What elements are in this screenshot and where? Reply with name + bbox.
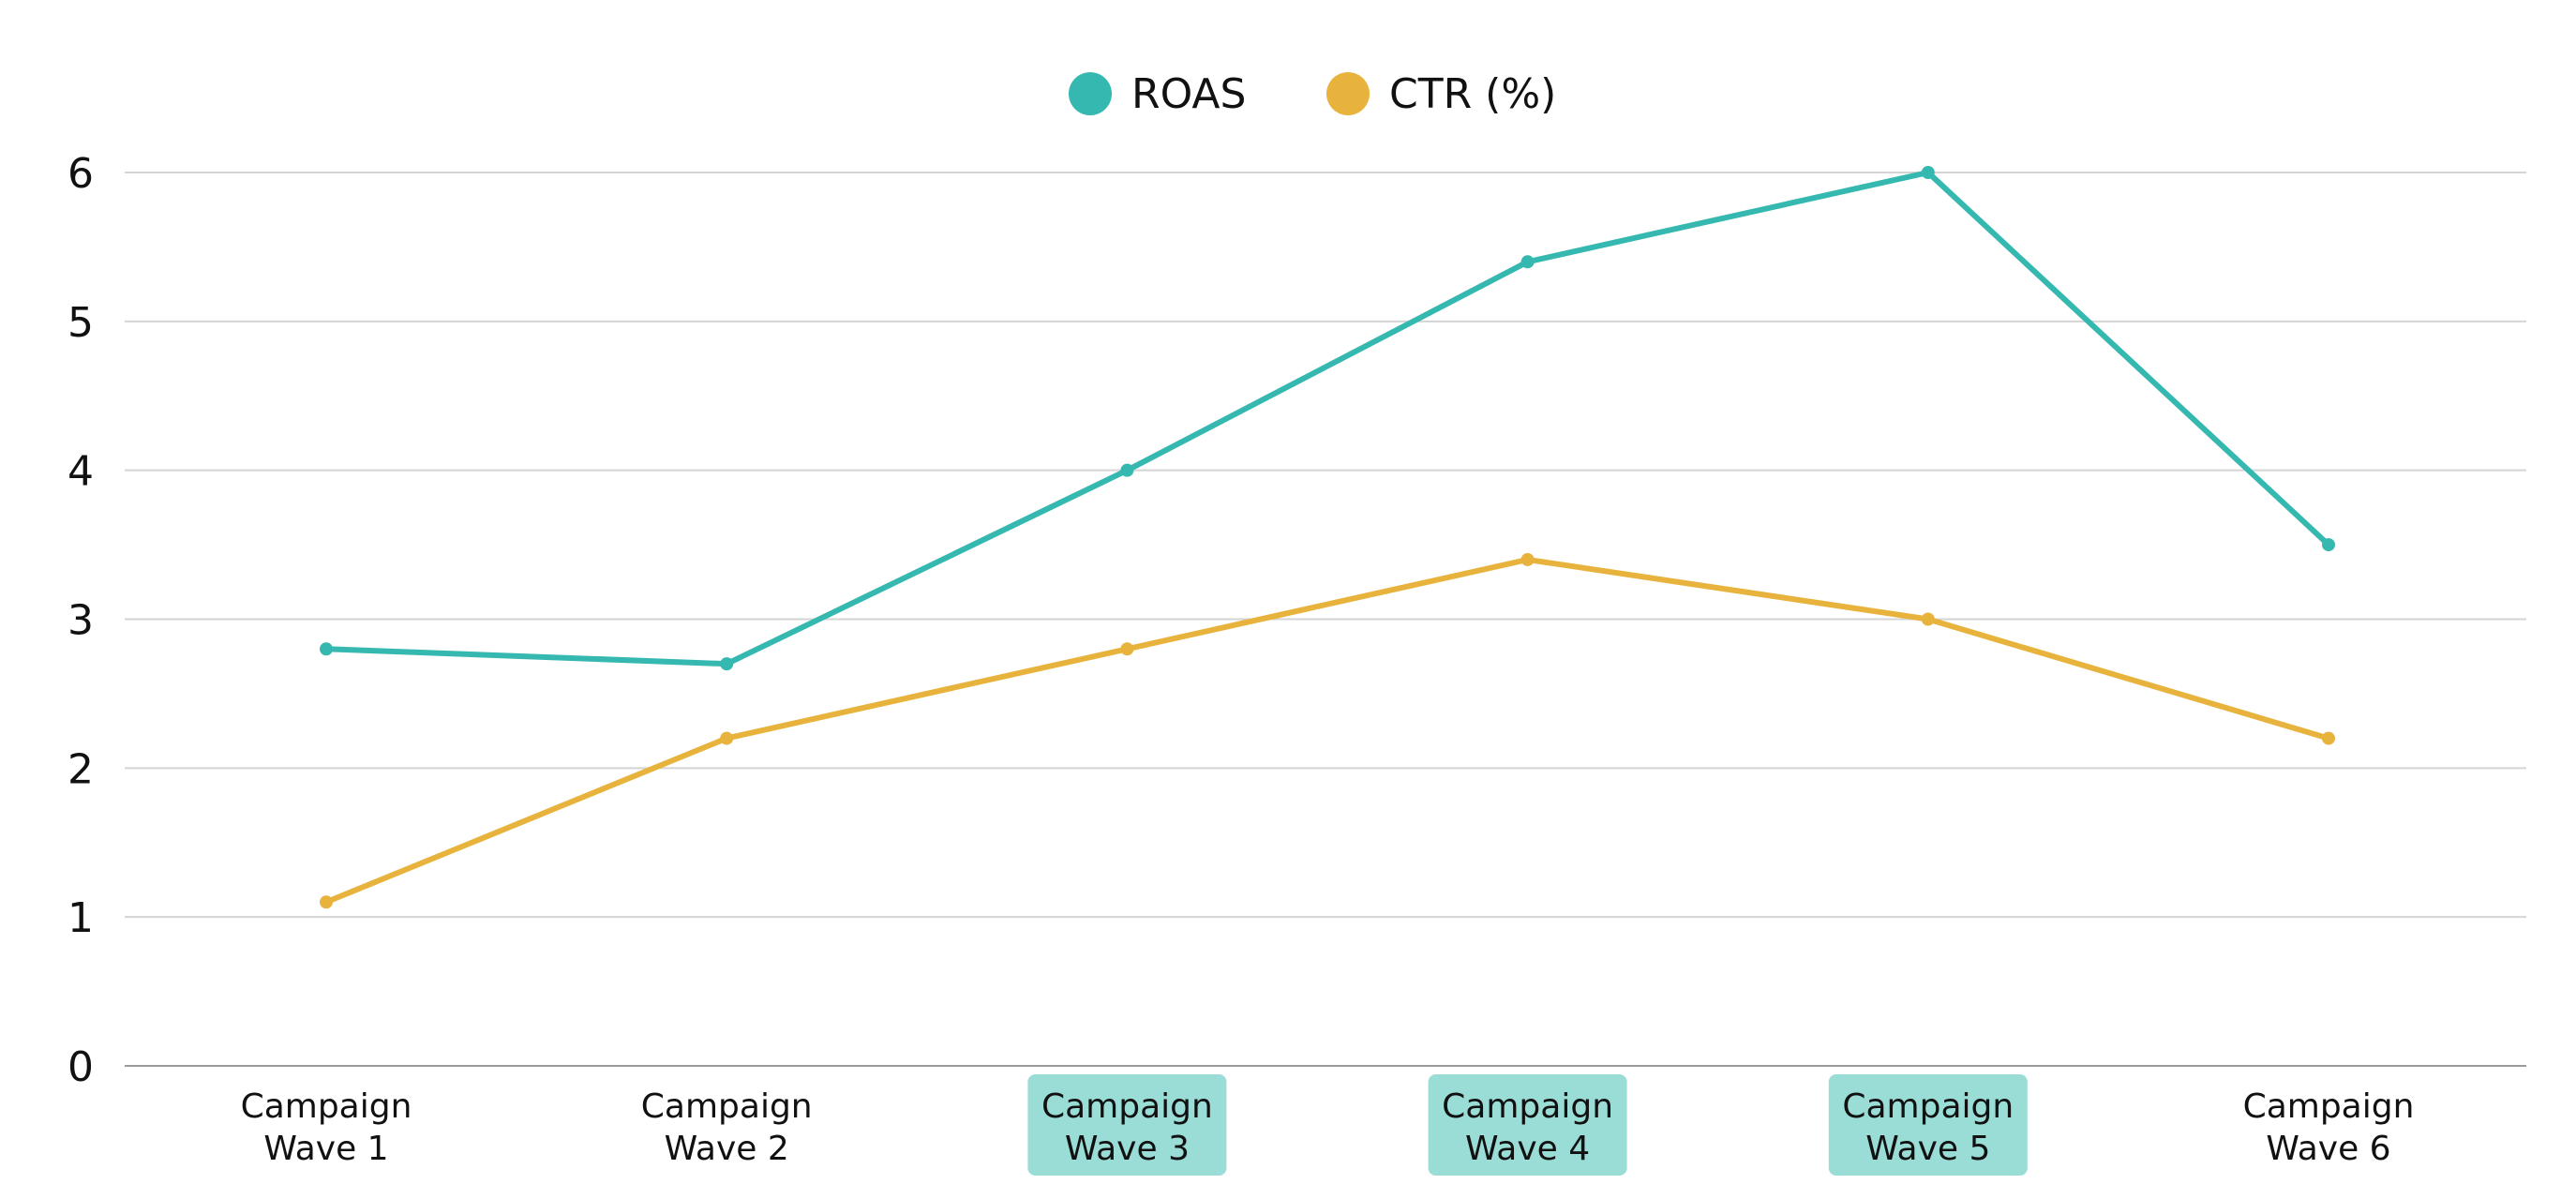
legend-item: ROAS: [1069, 70, 1246, 118]
legend-label: ROAS: [1131, 70, 1246, 118]
data-point: [720, 657, 734, 671]
data-point: [320, 642, 333, 656]
category-highlight-box: [1828, 1074, 2028, 1176]
y-tick-label: 6: [67, 150, 94, 198]
category-highlight-box: [1027, 1074, 1227, 1176]
data-point: [320, 895, 333, 909]
data-point: [1120, 463, 1134, 477]
data-point: [720, 731, 734, 745]
data-point: [1520, 552, 1535, 566]
x-tick-label: Campaign: [1842, 1087, 2014, 1126]
y-tick-label: 3: [67, 597, 94, 645]
data-point: [2322, 731, 2335, 745]
series-lines: [320, 166, 2335, 909]
y-tick-label: 5: [67, 299, 94, 347]
x-tick-label: Campaign: [2243, 1087, 2415, 1126]
x-tick-label: Wave 6: [2266, 1130, 2390, 1168]
data-point: [2322, 538, 2335, 552]
x-axis: Campaign Wave 1 Campaign Wave 2 Campaign Wave…: [241, 1087, 2415, 1168]
series-line: [323, 556, 2331, 906]
data-point: [1520, 255, 1535, 269]
legend-marker: [1326, 72, 1370, 115]
x-tick-label: Campaign: [241, 1087, 412, 1126]
data-point: [1921, 166, 1935, 179]
y-tick-label: 4: [67, 448, 94, 496]
series-ctr: [320, 552, 2335, 909]
y-axis: 0 1 2 3 4 5 6: [67, 150, 94, 1091]
series-roas: [320, 166, 2335, 671]
data-point: [1120, 642, 1134, 656]
x-tick-label: Campaign: [641, 1087, 813, 1126]
y-tick-label: 2: [67, 745, 94, 793]
category-highlight-box: [1428, 1074, 1627, 1176]
x-tick-label: Wave 3: [1065, 1130, 1190, 1168]
x-tick-label: Campaign: [1041, 1087, 1213, 1126]
gridlines: [125, 172, 2526, 1067]
legend-label: CTR (%): [1389, 70, 1556, 118]
x-tick-label: Campaign: [1442, 1087, 1613, 1126]
legend-marker: [1069, 72, 1112, 115]
data-point: [1921, 612, 1935, 626]
legend-item: CTR (%): [1326, 70, 1556, 118]
x-tick-label: Wave 2: [665, 1130, 789, 1168]
legend: ROAS CTR (%): [1069, 70, 1556, 118]
x-tick-label: Wave 4: [1465, 1130, 1590, 1168]
category-highlights: [1027, 1074, 2028, 1176]
x-tick-label: Wave 1: [263, 1130, 388, 1168]
series-line: [323, 170, 2331, 667]
x-tick-label: Wave 5: [1865, 1130, 1990, 1168]
y-tick-label: 1: [67, 894, 94, 942]
y-tick-label: 0: [67, 1043, 94, 1091]
